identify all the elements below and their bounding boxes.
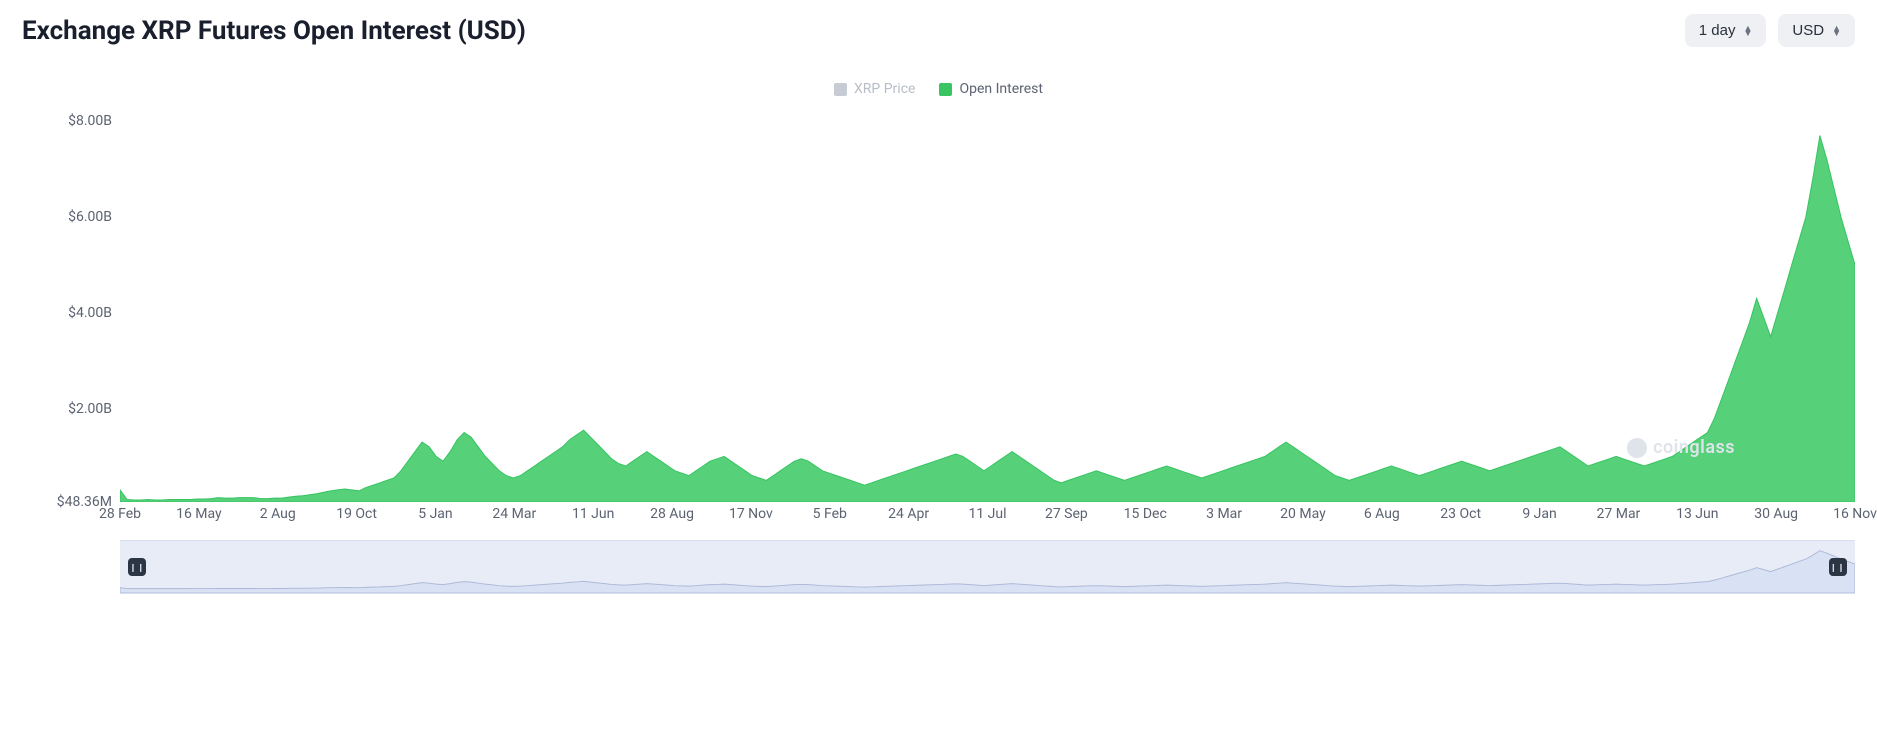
chart-controls: 1 day ▲▼ USD ▲▼ xyxy=(1685,14,1855,47)
navigator-handle-right[interactable]: ❙❙ xyxy=(1829,558,1847,576)
x-axis-labels: 28 Feb16 May2 Aug19 Oct5 Jan24 Mar11 Jun… xyxy=(120,506,1855,528)
x-axis-tick: 15 Dec xyxy=(1124,506,1167,522)
y-axis-tick: $6.00B xyxy=(68,209,112,225)
series-open-interest xyxy=(120,136,1855,503)
chart-navigator[interactable]: ❙❙ ❙❙ xyxy=(120,540,1855,594)
x-axis-tick: 27 Sep xyxy=(1045,506,1088,522)
legend-swatch xyxy=(834,83,847,96)
x-axis-tick: 5 Feb xyxy=(813,506,847,522)
legend-label: XRP Price xyxy=(854,81,915,97)
x-axis-tick: 24 Mar xyxy=(492,506,536,522)
y-axis-tick: $8.00B xyxy=(68,113,112,129)
x-axis-tick: 16 Nov xyxy=(1833,506,1877,522)
chart-plot[interactable]: coinglass xyxy=(120,102,1855,502)
y-axis-tick: $2.00B xyxy=(68,401,112,417)
chevron-updown-icon: ▲▼ xyxy=(1832,26,1841,36)
interval-label: 1 day xyxy=(1699,22,1736,39)
navigator-series xyxy=(120,551,1855,593)
chevron-updown-icon: ▲▼ xyxy=(1743,26,1752,36)
x-axis-tick: 11 Jun xyxy=(572,506,614,522)
legend-label: Open Interest xyxy=(959,81,1043,97)
navigator-handle-left[interactable]: ❙❙ xyxy=(128,558,146,576)
currency-select[interactable]: USD ▲▼ xyxy=(1778,14,1855,47)
y-axis-labels: $8.00B$6.00B$4.00B$2.00B$48.36M xyxy=(22,102,120,502)
currency-label: USD xyxy=(1792,22,1824,39)
x-axis-tick: 6 Aug xyxy=(1364,506,1400,522)
x-axis-tick: 17 Nov xyxy=(729,506,773,522)
x-axis-tick: 28 Aug xyxy=(650,506,694,522)
x-axis-tick: 28 Feb xyxy=(99,506,141,522)
chart-area: $8.00B$6.00B$4.00B$2.00B$48.36M coinglas… xyxy=(22,102,1855,729)
x-axis-tick: 27 Mar xyxy=(1597,506,1641,522)
x-axis-tick: 13 Jun xyxy=(1676,506,1718,522)
x-axis-tick: 11 Jul xyxy=(968,506,1006,522)
page-title: Exchange XRP Futures Open Interest (USD) xyxy=(22,16,526,46)
legend-item-xrp-price[interactable]: XRP Price xyxy=(834,81,915,97)
x-axis-tick: 9 Jan xyxy=(1522,506,1556,522)
y-axis-tick: $4.00B xyxy=(68,305,112,321)
x-axis-tick: 16 May xyxy=(176,506,222,522)
legend-item-open-interest[interactable]: Open Interest xyxy=(939,81,1043,97)
interval-select[interactable]: 1 day ▲▼ xyxy=(1685,14,1767,47)
chart-legend: XRP Price Open Interest xyxy=(0,81,1877,97)
x-axis-tick: 2 Aug xyxy=(260,506,296,522)
x-axis-tick: 20 May xyxy=(1280,506,1326,522)
x-axis-tick: 3 Mar xyxy=(1206,506,1242,522)
legend-swatch xyxy=(939,83,952,96)
x-axis-tick: 24 Apr xyxy=(888,506,929,522)
x-axis-tick: 23 Oct xyxy=(1440,506,1481,522)
x-axis-tick: 19 Oct xyxy=(336,506,377,522)
x-axis-tick: 30 Aug xyxy=(1754,506,1798,522)
x-axis-tick: 5 Jan xyxy=(418,506,452,522)
